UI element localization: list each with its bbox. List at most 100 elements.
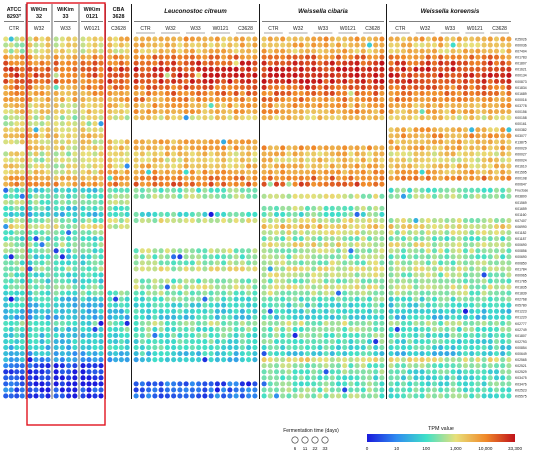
gene-id-label: K01689 — [515, 92, 527, 96]
heatmap-cell — [171, 345, 177, 351]
heatmap-cell — [394, 224, 400, 230]
heatmap-cell — [3, 242, 9, 248]
heatmap-cell — [59, 242, 65, 248]
heatmap-cell — [158, 393, 164, 399]
heatmap-cell — [27, 272, 33, 278]
heatmap-cell — [113, 302, 119, 308]
heatmap-cell — [189, 266, 195, 272]
heatmap-cell — [360, 345, 366, 351]
heatmap-cell — [98, 54, 104, 60]
heatmap-cell — [379, 103, 385, 109]
heatmap-cell — [124, 338, 130, 345]
heatmap-cell — [394, 163, 400, 169]
heatmap-cell — [53, 139, 59, 145]
heatmap-cell — [133, 181, 139, 187]
heatmap-cell — [475, 127, 481, 133]
heatmap-cell — [171, 217, 177, 224]
heatmap-cell — [329, 345, 335, 351]
heatmap-cell — [39, 181, 45, 187]
heatmap-cell — [273, 151, 280, 157]
heatmap-cell — [53, 66, 59, 72]
heatmap-cell — [53, 302, 59, 308]
heatmap-cell — [118, 320, 124, 326]
heatmap-cell — [189, 296, 195, 302]
heatmap-cell — [348, 84, 354, 90]
heatmap-cell — [267, 236, 273, 242]
heatmap-cell — [419, 314, 425, 320]
gene-id-label: K00854 — [515, 346, 527, 350]
heatmap-cell — [413, 290, 419, 296]
heatmap-cell — [273, 181, 280, 187]
heatmap-cell — [261, 278, 267, 284]
heatmap-cell — [214, 332, 220, 339]
heatmap-cell — [66, 290, 72, 296]
heatmap-cell — [45, 296, 51, 302]
heatmap-cell — [431, 242, 438, 248]
heatmap-cell — [66, 393, 72, 399]
heatmap-cell — [3, 48, 9, 54]
heatmap-cell — [475, 193, 481, 199]
heatmap-cell — [431, 187, 438, 193]
heatmap-cell — [92, 363, 98, 369]
heatmap-cell — [158, 326, 164, 332]
heatmap-cell — [419, 375, 425, 381]
heatmap-cell — [214, 48, 220, 54]
heatmap-cell — [98, 357, 104, 363]
heatmap-cell — [19, 109, 25, 115]
heatmap-cell — [189, 254, 195, 260]
heatmap-cell — [177, 278, 183, 284]
heatmap-cell — [72, 96, 78, 103]
heatmap-cell — [202, 139, 208, 145]
heatmap-cell — [133, 72, 139, 78]
heatmap-cell — [348, 363, 354, 369]
heatmap-cell — [469, 169, 475, 175]
fermentation-day-label: 6 — [294, 446, 297, 451]
heatmap-cell — [444, 36, 450, 42]
heatmap-cell — [59, 363, 65, 369]
heatmap-cell — [444, 66, 450, 72]
heatmap-cell — [98, 217, 104, 224]
heatmap-cell — [208, 84, 214, 90]
heatmap-cell — [311, 145, 317, 151]
heatmap-cell — [8, 320, 14, 326]
heatmap-cell — [53, 36, 59, 42]
gene-id-label: K01621 — [515, 68, 527, 72]
heatmap-cell — [354, 157, 360, 163]
heatmap-cell — [158, 72, 164, 78]
heatmap-cell — [487, 217, 493, 224]
heatmap-cell — [317, 230, 323, 236]
heatmap-cell — [171, 66, 177, 72]
heatmap-cell — [366, 345, 373, 351]
heatmap-cell — [59, 230, 65, 236]
heatmap-cell — [413, 60, 419, 66]
heatmap-cell — [379, 375, 385, 381]
heatmap-cell — [86, 139, 92, 145]
heatmap-cell — [66, 42, 72, 48]
heatmap-cell — [107, 199, 113, 205]
heatmap-cell — [500, 290, 506, 296]
heatmap-cell — [92, 193, 98, 199]
heatmap-cell — [304, 36, 311, 42]
heatmap-cell — [246, 60, 252, 66]
heatmap-cell — [438, 296, 444, 302]
group-label: WiKim — [84, 7, 101, 13]
heatmap-cell — [33, 181, 39, 187]
heatmap-cell — [189, 151, 195, 157]
heatmap-cell — [8, 96, 14, 103]
heatmap-cell — [280, 381, 286, 387]
heatmap-cell — [506, 42, 512, 48]
heatmap-cell — [444, 314, 450, 320]
heatmap-cell — [481, 103, 487, 109]
heatmap-cell — [98, 345, 104, 351]
heatmap-cell — [388, 133, 394, 139]
heatmap-cell — [413, 254, 419, 260]
heatmap-cell — [196, 308, 202, 314]
heatmap-cell — [462, 266, 469, 272]
heatmap-cell — [45, 66, 51, 72]
heatmap-cell — [139, 211, 145, 218]
heatmap-cell — [388, 36, 394, 42]
heatmap-cell — [171, 260, 177, 266]
heatmap-cell — [107, 169, 113, 175]
heatmap-cell — [86, 54, 92, 60]
heatmap-cell — [323, 193, 329, 199]
